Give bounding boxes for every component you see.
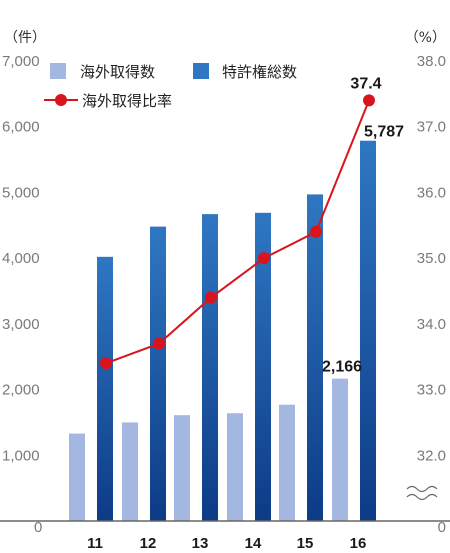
data-label-overseas-16: 2,166 xyxy=(322,359,362,376)
legend-marker-ratio xyxy=(55,94,67,106)
data-label-total-16: 5,787 xyxy=(364,124,404,141)
ratio-point xyxy=(258,252,270,265)
bar-overseas xyxy=(227,413,243,521)
ratio-point xyxy=(310,225,322,238)
bar-total xyxy=(202,214,218,521)
bar-total xyxy=(255,212,271,522)
bar-total xyxy=(307,194,323,521)
bar-series xyxy=(69,140,376,522)
right-tick-label: 0 xyxy=(438,519,446,536)
legend-label-overseas: 海外取得数 xyxy=(80,63,155,81)
left-tick-label: 7,000 xyxy=(2,53,40,70)
axis-break-icon xyxy=(406,485,438,501)
left-tick-label: 3,000 xyxy=(2,316,40,333)
bar-overseas xyxy=(69,433,85,521)
right-tick-label: 36.0 xyxy=(417,184,446,201)
left-tick-label: 6,000 xyxy=(2,119,40,136)
left-tick-label: 0 xyxy=(34,519,42,536)
category-label: 11 xyxy=(87,535,103,552)
ratio-line-series xyxy=(100,94,375,370)
legend-swatch-total xyxy=(193,63,209,79)
right-tick-label: 34.0 xyxy=(417,316,446,333)
ratio-point xyxy=(100,357,112,370)
bar-overseas xyxy=(279,404,295,521)
category-label: 13 xyxy=(192,535,209,552)
left-axis-ticks: 0 1,000 2,000 3,000 4,000 5,000 6,000 7,000 xyxy=(2,53,42,536)
data-labels: 2,166 5,787 37.4 xyxy=(322,75,404,375)
right-tick-label: 38.0 xyxy=(417,53,446,70)
category-label: 14 xyxy=(245,535,262,552)
right-tick-label: 33.0 xyxy=(417,382,446,399)
bar-overseas xyxy=(122,422,138,521)
ratio-point xyxy=(153,337,165,350)
right-axis-unit: （%） xyxy=(405,30,446,46)
bar-total xyxy=(97,256,113,521)
left-tick-label: 4,000 xyxy=(2,250,40,267)
right-tick-label: 37.0 xyxy=(417,119,446,136)
bar-overseas xyxy=(174,415,190,521)
bar-overseas xyxy=(332,378,348,521)
bar-total xyxy=(360,140,376,521)
category-label: 16 xyxy=(350,535,367,552)
left-tick-label: 5,000 xyxy=(2,184,40,201)
right-tick-label: 35.0 xyxy=(417,250,446,267)
category-label: 15 xyxy=(297,535,314,552)
data-label-ratio-16: 37.4 xyxy=(350,75,381,92)
bar-total xyxy=(150,226,166,521)
ratio-point xyxy=(363,94,375,107)
right-tick-label: 32.0 xyxy=(417,447,446,464)
left-tick-label: 2,000 xyxy=(2,382,40,399)
legend: 海外取得数 特許権総数 海外取得比率 xyxy=(44,63,297,110)
ratio-line-path xyxy=(105,100,370,365)
category-label: 12 xyxy=(140,535,157,552)
category-labels: 11 12 13 14 15 16 xyxy=(87,535,366,552)
ratio-point xyxy=(205,291,217,304)
legend-swatch-overseas xyxy=(50,63,66,79)
legend-label-total: 特許権総数 xyxy=(222,63,297,81)
left-axis-unit: （件） xyxy=(4,30,46,46)
right-axis-ticks: 0 32.0 33.0 34.0 35.0 36.0 37.0 38.0 xyxy=(417,53,446,536)
legend-label-ratio: 海外取得比率 xyxy=(82,92,172,110)
left-tick-label: 1,000 xyxy=(2,447,40,464)
